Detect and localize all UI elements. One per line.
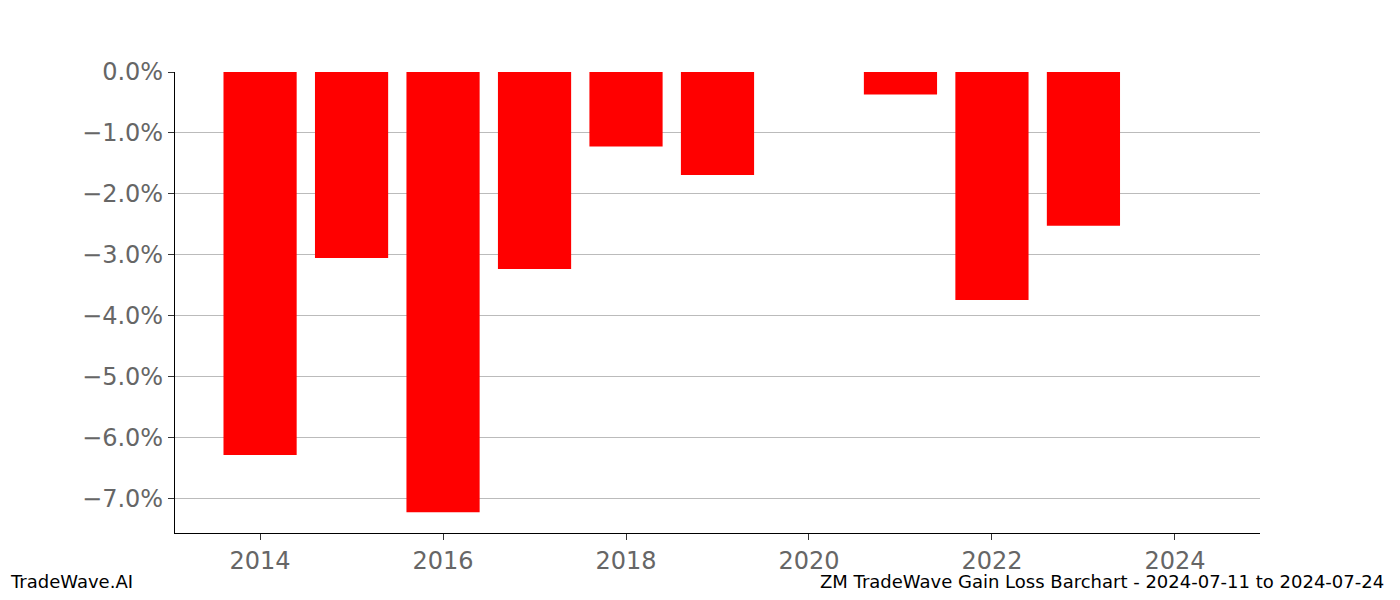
svg-text:−6.0%: −6.0% <box>82 424 163 452</box>
svg-text:ZM TradeWave Gain Loss Barchar: ZM TradeWave Gain Loss Barchart - 2024-0… <box>820 571 1384 592</box>
svg-text:2014: 2014 <box>230 547 291 575</box>
svg-text:−1.0%: −1.0% <box>82 119 163 147</box>
svg-text:TradeWave.AI: TradeWave.AI <box>10 571 133 592</box>
svg-text:−4.0%: −4.0% <box>82 302 163 330</box>
svg-text:2018: 2018 <box>595 547 656 575</box>
svg-text:2022: 2022 <box>961 547 1022 575</box>
svg-text:−2.0%: −2.0% <box>82 180 163 208</box>
svg-text:0.0%: 0.0% <box>102 58 163 86</box>
svg-text:2020: 2020 <box>778 547 839 575</box>
svg-text:−3.0%: −3.0% <box>82 241 163 269</box>
svg-text:−5.0%: −5.0% <box>82 363 163 391</box>
svg-text:−7.0%: −7.0% <box>82 485 163 513</box>
svg-text:2016: 2016 <box>413 547 474 575</box>
svg-text:2024: 2024 <box>1144 547 1205 575</box>
